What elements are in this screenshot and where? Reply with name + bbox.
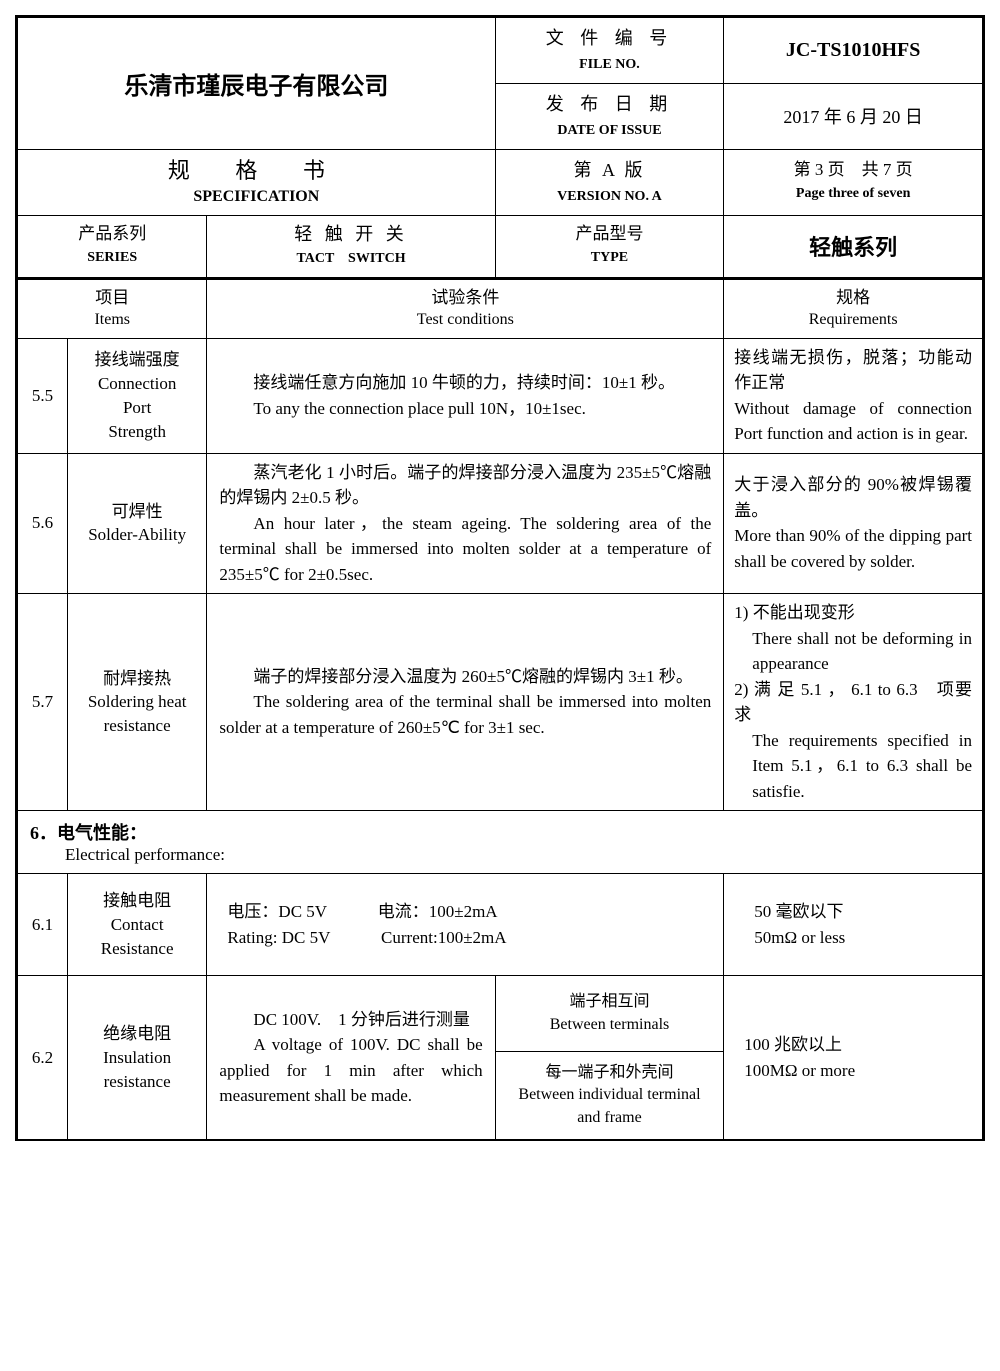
requirement: 接线端无损伤，脱落；功能动作正常 Without damage of conne… <box>724 338 983 453</box>
row-5-5: 5.5 接线端强度 Connection Port Strength 接线端任意… <box>18 338 983 453</box>
header-table: 乐清市瑾辰电子有限公司 文 件 编 号 FILE NO. JC-TS1010HF… <box>17 17 983 1139</box>
item-name: 接线端强度 Connection Port Strength <box>67 338 207 453</box>
item-name: 绝缘电阻 Insulation resistance <box>67 976 207 1139</box>
date-label: 发 布 日 期 DATE OF ISSUE <box>495 83 724 149</box>
row-5-6: 5.6 可焊性 Solder-Ability 蒸汽老化 1 小时后。端子的焊接部… <box>18 453 983 594</box>
type-label: 产品型号 TYPE <box>495 215 724 278</box>
type-value: 轻触系列 <box>724 215 983 278</box>
file-no-label: 文 件 编 号 FILE NO. <box>495 18 724 84</box>
sub-condition-2: 每一端子和外壳间 Between individual terminal and… <box>495 1052 724 1140</box>
version-label: 第 A 版 VERSION NO. A <box>495 149 724 215</box>
col-req: 规格 Requirements <box>724 278 983 338</box>
col-items: 项目 Items <box>18 278 207 338</box>
row-6-1: 6.1 接触电阻 Contact Resistance 电压：DC 5V 电流：… <box>18 874 983 976</box>
spec-title: 规 格 书 SPECIFICATION <box>18 149 496 215</box>
series-label: 产品系列 SERIES <box>18 215 207 278</box>
item-name: 耐焊接热 Soldering heat resistance <box>67 594 207 811</box>
date-value: 2017 年 6 月 20 日 <box>724 83 983 149</box>
item-num: 5.5 <box>18 338 68 453</box>
row-6-2-a: 6.2 绝缘电阻 Insulation resistance DC 100V. … <box>18 976 983 1052</box>
spec-document: 乐清市瑾辰电子有限公司 文 件 编 号 FILE NO. JC-TS1010HF… <box>15 15 985 1141</box>
company-name: 乐清市瑾辰电子有限公司 <box>18 18 496 150</box>
file-no-value: JC-TS1010HFS <box>724 18 983 84</box>
test-condition: 电压：DC 5V 电流：100±2mA Rating: DC 5V Curren… <box>207 874 724 976</box>
item-num: 6.1 <box>18 874 68 976</box>
requirement: 1) 不能出现变形 There shall not be deforming i… <box>724 594 983 811</box>
test-condition: 端子的焊接部分浸入温度为 260±5℃熔融的焊锡内 3±1 秒。 The sol… <box>207 594 724 811</box>
sub-condition-1: 端子相互间 Between terminals <box>495 976 724 1052</box>
series-value: 轻 触 开 关 TACT SWITCH <box>207 215 495 278</box>
requirement: 50 毫欧以下 50mΩ or less <box>724 874 983 976</box>
page-label: 第 3 页 共 7 页 Page three of seven <box>724 149 983 215</box>
item-num: 5.7 <box>18 594 68 811</box>
section-6-header: 6．电气性能： Electrical performance: <box>18 811 983 874</box>
section-title: 6．电气性能： Electrical performance: <box>18 811 983 874</box>
item-name: 接触电阻 Contact Resistance <box>67 874 207 976</box>
item-num: 5.6 <box>18 453 68 594</box>
test-condition: DC 100V. 1 分钟后进行测量 A voltage of 100V. DC… <box>207 976 495 1139</box>
item-num: 6.2 <box>18 976 68 1139</box>
test-condition: 接线端任意方向施加 10 牛顿的力，持续时间：10±1 秒。 To any th… <box>207 338 724 453</box>
test-condition: 蒸汽老化 1 小时后。端子的焊接部分浸入温度为 235±5℃熔融的焊锡内 2±0… <box>207 453 724 594</box>
row-5-7: 5.7 耐焊接热 Soldering heat resistance 端子的焊接… <box>18 594 983 811</box>
requirement: 大于浸入部分的 90%被焊锡覆盖。 More than 90% of the d… <box>724 453 983 594</box>
item-name: 可焊性 Solder-Ability <box>67 453 207 594</box>
col-test: 试验条件 Test conditions <box>207 278 724 338</box>
requirement: 100 兆欧以上 100MΩ or more <box>724 976 983 1139</box>
